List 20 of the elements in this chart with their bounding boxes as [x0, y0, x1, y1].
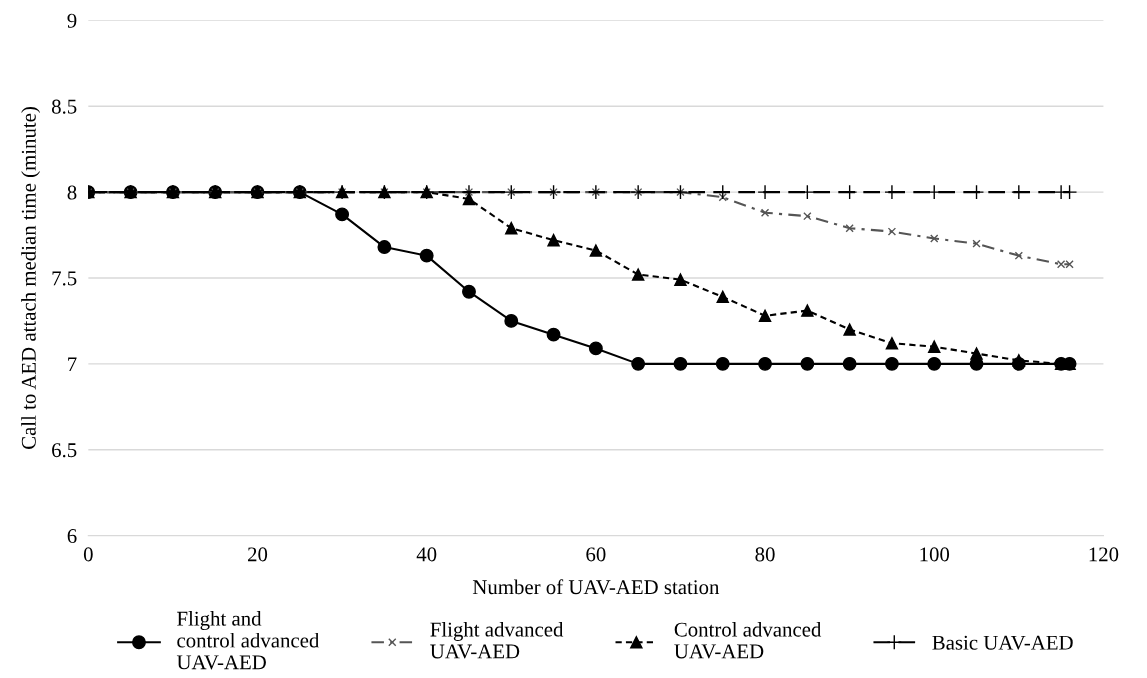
y-tick-label: 8.5 [51, 99, 77, 114]
x-tick-label: 20 [248, 547, 268, 562]
y-axis-title: Call to AED attach median time (minute) [21, 107, 41, 449]
x-tick-label: 100 [920, 547, 950, 562]
legend-label: Flight and control advanced UAV-AED [176, 611, 320, 670]
x-axis-title: Number of UAV-AED station [472, 579, 720, 595]
legend-label: Flight advanced UAV-AED [430, 621, 564, 659]
legend-label: Control advanced UAV-AED [674, 621, 822, 659]
y-tick-label: 8 [67, 185, 77, 200]
y-tick-label: 6.5 [52, 443, 77, 458]
x-tick-label: 0 [83, 547, 93, 562]
y-tick-label: 6 [67, 529, 77, 544]
y-tick-label: 7.5 [52, 271, 77, 286]
legend-label: Basic UAV-AED [932, 635, 1073, 650]
x-tick-label: 60 [586, 547, 606, 562]
x-tick-label: 40 [416, 547, 437, 562]
y-tick-label: 9 [67, 13, 77, 28]
x-tick-label: 80 [755, 547, 775, 562]
y-tick-label: 7 [68, 357, 77, 372]
x-tick-label: 120 [1089, 547, 1119, 562]
